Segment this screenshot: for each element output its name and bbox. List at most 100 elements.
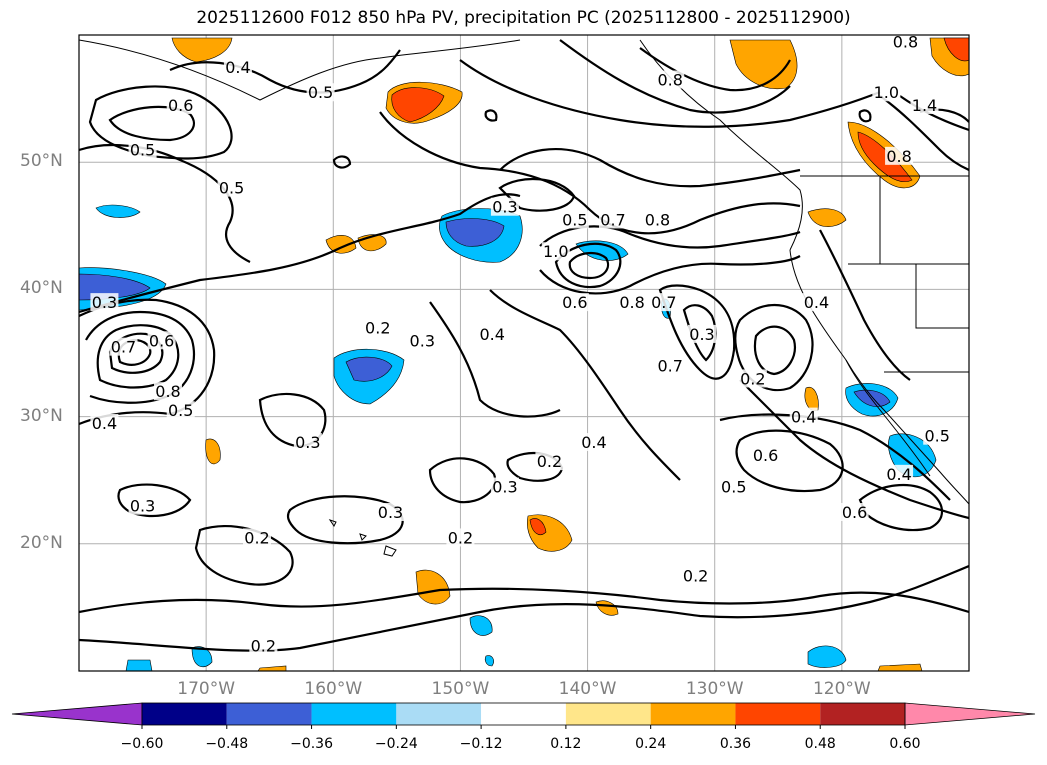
pv-contour xyxy=(739,379,969,520)
precip-blob-orange xyxy=(257,665,287,671)
precip-blob-redorange xyxy=(391,87,445,123)
latitude-tick-label: 30°N xyxy=(20,405,63,426)
pv-contour xyxy=(459,59,881,128)
contour-label: 0.3 xyxy=(689,325,714,344)
pv-contour xyxy=(734,303,814,392)
contour-label: 0.3 xyxy=(410,331,435,350)
contour-label: 0.6 xyxy=(168,96,193,115)
precip-blob-orange xyxy=(415,569,451,605)
contour-label: 0.4 xyxy=(479,325,504,344)
contour-label-background xyxy=(446,528,475,547)
contour-label-background xyxy=(90,293,119,312)
contour-label: 0.6 xyxy=(562,293,587,312)
precip-blob-blue xyxy=(95,204,141,218)
contour-labels: 0.4 0.5 0.6 0.5 0.5 0.3 0.5 0.7 0.8 0.8 0.8 1.0 1.4 0… xyxy=(90,35,952,656)
contour-label-background xyxy=(751,445,780,464)
contour-label-background xyxy=(541,242,570,261)
contour-label: 0.5 xyxy=(308,83,333,102)
pv-contour xyxy=(858,484,944,532)
contour-label-background xyxy=(306,83,335,102)
contour-label-background xyxy=(490,477,519,496)
contour-label: 1.0 xyxy=(543,242,568,261)
contour-label: 0.2 xyxy=(448,528,473,547)
contour-label: 0.3 xyxy=(492,198,517,217)
coastline-alaska xyxy=(79,39,521,101)
contour-label-background xyxy=(293,433,322,452)
colorbar-tick-label: 0.36 xyxy=(719,736,752,752)
contour-label-background xyxy=(376,503,405,521)
contour-label-background xyxy=(885,146,914,165)
contour-label: 0.5 xyxy=(721,478,746,497)
contour-label-background xyxy=(579,433,608,452)
contour-label: 0.2 xyxy=(537,452,562,471)
pv-contour xyxy=(568,252,610,280)
contour-label: 0.5 xyxy=(130,140,155,159)
contour-label: 0.8 xyxy=(619,293,644,312)
pv-contour xyxy=(332,155,352,169)
precip-blob-blue xyxy=(469,615,493,636)
contour-label-background xyxy=(656,356,685,375)
contour-label-background xyxy=(656,70,685,89)
colorbar-tick-label: 0.12 xyxy=(550,736,582,752)
pv-contour xyxy=(658,284,736,380)
precip-blob-redorange xyxy=(943,37,969,62)
contour-label: 0.3 xyxy=(492,478,517,497)
contour-label-background xyxy=(802,293,831,312)
contour-label: 0.5 xyxy=(924,427,949,446)
pv-contour xyxy=(194,525,294,586)
contour-label-background xyxy=(223,57,252,76)
precip-blob-orange xyxy=(205,438,221,465)
contour-label-background xyxy=(147,331,176,350)
contour-label: 0.7 xyxy=(600,210,625,229)
longitude-tick-label: 140°W xyxy=(558,679,617,699)
contour-label-background xyxy=(560,210,589,229)
contour-label-background xyxy=(478,324,507,343)
contour-label: 0.2 xyxy=(251,637,276,656)
pv-contour xyxy=(879,95,969,172)
precip-blob-blue xyxy=(191,646,213,668)
precip-blob-blue xyxy=(575,240,629,261)
precip-blob-blue xyxy=(125,659,153,671)
pv-contour xyxy=(379,111,801,235)
pv-contour xyxy=(108,105,195,142)
pv-contour xyxy=(858,109,872,123)
contour-label-background xyxy=(618,293,647,312)
contour-label-background xyxy=(885,464,914,483)
pv-contour xyxy=(498,177,576,212)
contour-label-background xyxy=(408,331,437,350)
pv-contour xyxy=(79,143,251,263)
precip-blob-darkblue xyxy=(345,356,393,382)
pv-contour xyxy=(429,301,561,418)
contour-label: 0.8 xyxy=(657,71,682,90)
contour-label: 0.6 xyxy=(842,503,867,522)
contour-label-background xyxy=(719,477,748,496)
colorbar-tick-label: −0.24 xyxy=(374,736,418,752)
map-background xyxy=(79,35,969,671)
colorbar-tick-label: −0.36 xyxy=(290,736,333,752)
contour-label: 0.2 xyxy=(683,567,708,586)
precip-blob-redorange xyxy=(857,131,913,183)
contour-label-background xyxy=(891,35,920,51)
contour-label: 0.8 xyxy=(645,210,670,229)
colorbar-tick-label: 0.24 xyxy=(635,736,667,752)
pv-contour xyxy=(169,49,401,94)
contour-label-background xyxy=(681,566,710,585)
precip-blob-darkblue xyxy=(445,218,505,247)
pv-contour xyxy=(88,85,233,160)
figure-title: 2025112600 F012 850 hPa PV, precipitatio… xyxy=(196,8,851,28)
contour-label: 0.8 xyxy=(886,147,911,166)
contour-label: 0.4 xyxy=(92,414,117,433)
contour-label: 0.4 xyxy=(225,58,250,77)
latitude-tick-label: 50°N xyxy=(20,151,63,172)
contour-label: 0.4 xyxy=(581,433,606,452)
contour-label-background xyxy=(166,401,195,420)
pv-contour xyxy=(819,229,911,381)
contour-label-background xyxy=(90,413,119,432)
colorbar-tick-label: −0.60 xyxy=(120,736,164,752)
contour-label: 0.3 xyxy=(130,497,155,516)
contour-label-background xyxy=(128,140,157,159)
precip-blob-redorange xyxy=(529,518,547,535)
precip-blob-blue xyxy=(484,655,494,667)
